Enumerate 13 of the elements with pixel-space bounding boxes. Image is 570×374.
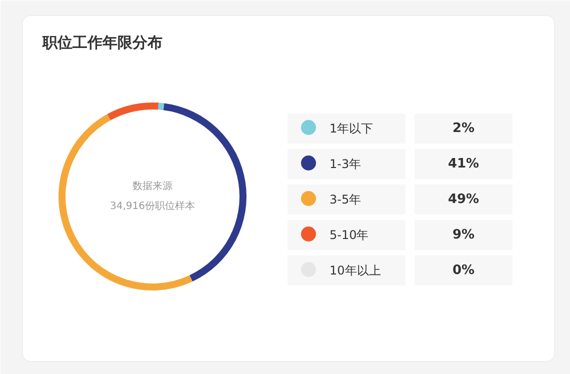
chart-title: 职位工作年限分布 (42, 34, 162, 52)
text: 34,916份职位样本 (110, 200, 196, 212)
data-label: 49% (448, 192, 480, 207)
data-label: 9% (452, 228, 475, 242)
text: 数据来源 (132, 180, 172, 192)
data-label: 2% (452, 121, 475, 136)
data-label: 41% (448, 156, 480, 172)
legend-label: 1年以下 (330, 122, 374, 136)
legend-label: 1-3年 (330, 157, 362, 171)
legend-label: 3-5年 (330, 192, 362, 206)
legend-label: 5-10年 (330, 228, 369, 242)
text: 0% (452, 263, 475, 278)
legend-label: 10年以上 (330, 264, 381, 278)
